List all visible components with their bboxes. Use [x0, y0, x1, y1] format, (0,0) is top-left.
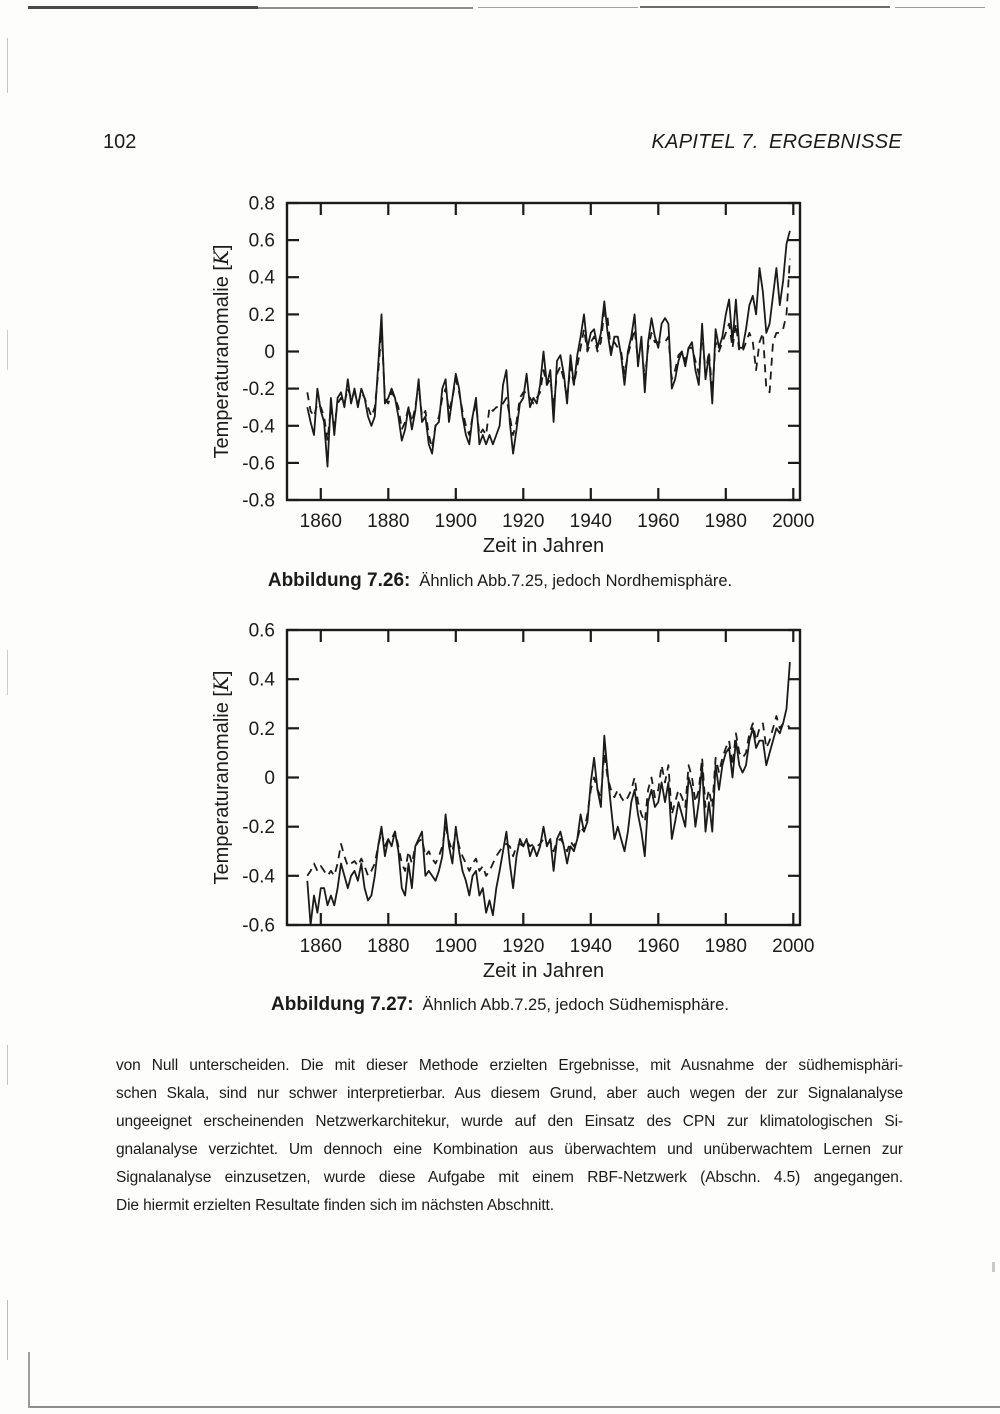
y-tick-label: 0.4 — [249, 670, 276, 691]
y-tick-label: -0.6 — [242, 916, 275, 937]
figure-7-27-caption: Abbildung 7.27: Ähnlich Abb.7.25, jedoch … — [0, 994, 1000, 1016]
page-header: 102 KAPITEL 7. ERGEBNISSE — [103, 131, 902, 154]
scan-artifact-top-edge — [640, 6, 890, 8]
scan-artifact-left-edge — [7, 650, 8, 695]
y-axis-title: Temperaturanomalie [K] — [209, 245, 233, 459]
scan-artifact-top-edge — [478, 7, 638, 8]
series-solid-line — [306, 661, 791, 926]
x-tick-label: 1960 — [637, 936, 679, 957]
y-tick-label: -0.2 — [242, 817, 275, 838]
y-tick-label: -0.2 — [242, 379, 275, 400]
scan-artifact-left-edge — [7, 1045, 8, 1085]
series-dashed-line — [306, 258, 791, 449]
x-tick-label: 1860 — [300, 511, 342, 532]
chart-nordhemisphaere: 1860 1880 1900 1920 1940 1960 1980 2000 -0.8 -0.6… — [209, 194, 814, 558]
x-tick-label: 1860 — [300, 936, 342, 957]
y-tick-label: 0.2 — [249, 305, 275, 326]
y-tick-label: -0.4 — [242, 416, 275, 437]
y-axis-title: Temperaturanomalie [K] — [209, 671, 233, 885]
y-tick-label: 0.4 — [249, 268, 276, 289]
x-tick-label: 1920 — [502, 936, 544, 957]
caption-label: Abbildung 7.27: — [271, 994, 414, 1015]
x-tick-label: 1940 — [570, 511, 612, 532]
scan-artifact-left-edge — [7, 1300, 8, 1360]
paragraph-line: Signalanalyse einzusetzen, wurde diese A… — [116, 1169, 903, 1186]
scan-artifact-top-edge — [28, 6, 258, 9]
x-tick-label: 1960 — [637, 511, 679, 532]
caption-label: Abbildung 7.26: — [267, 570, 411, 591]
y-tick-label: -0.8 — [242, 491, 275, 512]
y-tick-label: 0 — [264, 342, 275, 363]
x-axis-title: Zeit in Jahren — [483, 960, 604, 982]
y-tick-label: 0.2 — [249, 719, 275, 740]
y-tick-label: 0.8 — [249, 194, 275, 215]
paragraph-line: schen Skala, sind nur schwer interpretie… — [116, 1085, 903, 1102]
chapter-header: KAPITEL 7. ERGEBNISSE — [651, 131, 902, 153]
scan-artifact-bottom-edge — [28, 1406, 1000, 1408]
scan-artifact-left-edge — [7, 38, 8, 93]
paragraph-line: gnalanalyse verzichtet. Um dennoch eine … — [116, 1141, 903, 1158]
x-tick-label: 1880 — [367, 511, 409, 532]
y-tick-label: -0.6 — [242, 453, 275, 474]
caption-text: Ähnlich Abb.7.25, jedoch Nordhemisphäre. — [419, 572, 733, 590]
x-tick-label: 1900 — [435, 511, 477, 532]
x-tick-label: 1900 — [435, 936, 477, 957]
x-axis-title: Zeit in Jahren — [483, 535, 604, 557]
page-number: 102 — [103, 131, 137, 153]
scan-artifact-left-edge — [7, 330, 8, 370]
x-tick-label: 1980 — [705, 511, 747, 532]
x-tick-label: 1980 — [705, 936, 747, 957]
scan-artifact-bottom-left-corner — [28, 1352, 30, 1408]
caption-text: Ähnlich Abb.7.25, jedoch Südhemisphäre. — [422, 996, 729, 1014]
paragraph-line: Die hiermit erzielten Resultate finden s… — [116, 1197, 554, 1214]
scan-artifact-top-edge — [258, 7, 473, 9]
series-dashed-line — [306, 715, 791, 877]
y-tick-label: 0 — [264, 768, 275, 789]
x-tick-label: 2000 — [772, 936, 814, 957]
x-tick-label: 2000 — [772, 511, 814, 532]
y-tick-label: 0.6 — [249, 231, 275, 252]
series-solid-line — [306, 230, 791, 468]
y-tick-label: -0.4 — [242, 866, 275, 887]
scan-artifact-top-edge — [895, 7, 985, 8]
x-tick-label: 1920 — [502, 511, 544, 532]
paragraph-line: von Null unterscheiden. Die mit dieser M… — [116, 1057, 903, 1074]
x-tick-label: 1880 — [367, 936, 409, 957]
figure-7-26-caption: Abbildung 7.26: Ähnlich Abb.7.25, jedoch … — [0, 570, 1000, 592]
body-paragraph: von Null unterscheiden. Die mit dieser M… — [116, 1052, 903, 1220]
paragraph-line: ungeeignet erscheinenden Netzwerkarchite… — [116, 1113, 903, 1130]
x-tick-label: 1940 — [570, 936, 612, 957]
chart-suedhemisphaere: 1860 1880 1900 1920 1940 1960 1980 2000 -0.6 -0.4… — [209, 621, 814, 983]
y-tick-label: 0.6 — [249, 621, 275, 642]
scan-artifact-speck — [992, 1262, 995, 1272]
